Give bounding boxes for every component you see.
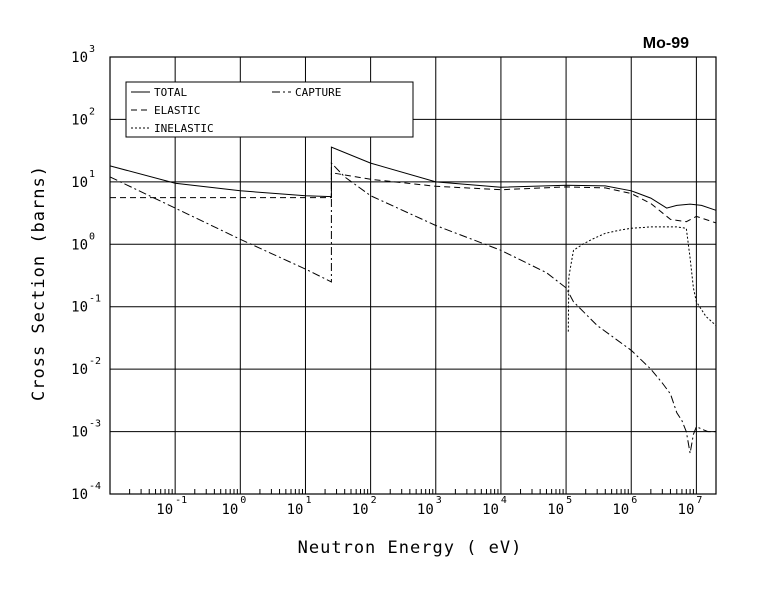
y-tick-label: 10 bbox=[71, 362, 88, 378]
y-tick-exponent: -1 bbox=[89, 294, 101, 305]
legend-label-capture: CAPTURE bbox=[295, 86, 341, 99]
x-tick-exponent: 1 bbox=[305, 495, 311, 506]
legend: TOTAL ELASTIC INELASTIC CAPTURE bbox=[125, 81, 414, 138]
x-tick-exponent: -1 bbox=[175, 495, 187, 506]
legend-label-elastic: ELASTIC bbox=[154, 104, 200, 117]
x-tick-exponent: 4 bbox=[501, 495, 507, 506]
x-tick-label: 10 bbox=[612, 502, 629, 518]
x-tick-label: 10 bbox=[482, 502, 499, 518]
series-curves bbox=[109, 146, 717, 454]
y-tick-label: 10 bbox=[71, 425, 88, 441]
y-tick-exponent: 1 bbox=[89, 169, 95, 180]
x-tick-label: 10 bbox=[287, 502, 304, 518]
y-tick-exponent: -3 bbox=[89, 419, 101, 430]
x-tick-label: 10 bbox=[352, 502, 369, 518]
y-axis-label: Cross Section (barns) bbox=[29, 165, 49, 401]
y-tick-exponent: 3 bbox=[89, 44, 95, 55]
y-tick-exponent: -2 bbox=[89, 356, 101, 367]
legend-box bbox=[125, 81, 414, 138]
x-tick-label: 10 bbox=[417, 502, 434, 518]
x-axis-label: Neutron Energy ( eV) bbox=[298, 538, 523, 558]
y-tick-label: 10 bbox=[71, 487, 88, 503]
y-tick-label: 10 bbox=[71, 300, 88, 316]
y-tick-label: 10 bbox=[71, 112, 88, 128]
legend-label-inelastic: INELASTIC bbox=[154, 122, 214, 135]
legend-label-total: TOTAL bbox=[154, 86, 187, 99]
x-tick-exponent: 2 bbox=[371, 495, 377, 506]
series-total-line bbox=[109, 146, 717, 211]
x-tick-label: 10 bbox=[156, 502, 173, 518]
x-tick-exponent: 7 bbox=[696, 495, 702, 506]
y-tick-exponent: -4 bbox=[89, 481, 101, 492]
x-tick-exponent: 6 bbox=[631, 495, 637, 506]
y-tick-label: 10 bbox=[71, 175, 88, 191]
plot-frame bbox=[109, 56, 717, 495]
x-tick-label: 10 bbox=[221, 502, 238, 518]
y-tick-label: 10 bbox=[71, 50, 88, 66]
x-tick-label: 10 bbox=[547, 502, 564, 518]
series-capture-line bbox=[109, 161, 716, 454]
series-elastic-line bbox=[110, 172, 717, 224]
x-tick-label: 10 bbox=[678, 502, 695, 518]
y-tick-exponent: 0 bbox=[89, 231, 95, 242]
x-tick-exponent: 0 bbox=[240, 495, 246, 506]
x-tick-exponent: 5 bbox=[566, 495, 572, 506]
y-tick-label: 10 bbox=[71, 237, 88, 253]
y-tick-exponent: 2 bbox=[89, 106, 95, 117]
chart-title: Mo-99 bbox=[643, 35, 689, 52]
x-tick-exponent: 3 bbox=[436, 495, 442, 506]
